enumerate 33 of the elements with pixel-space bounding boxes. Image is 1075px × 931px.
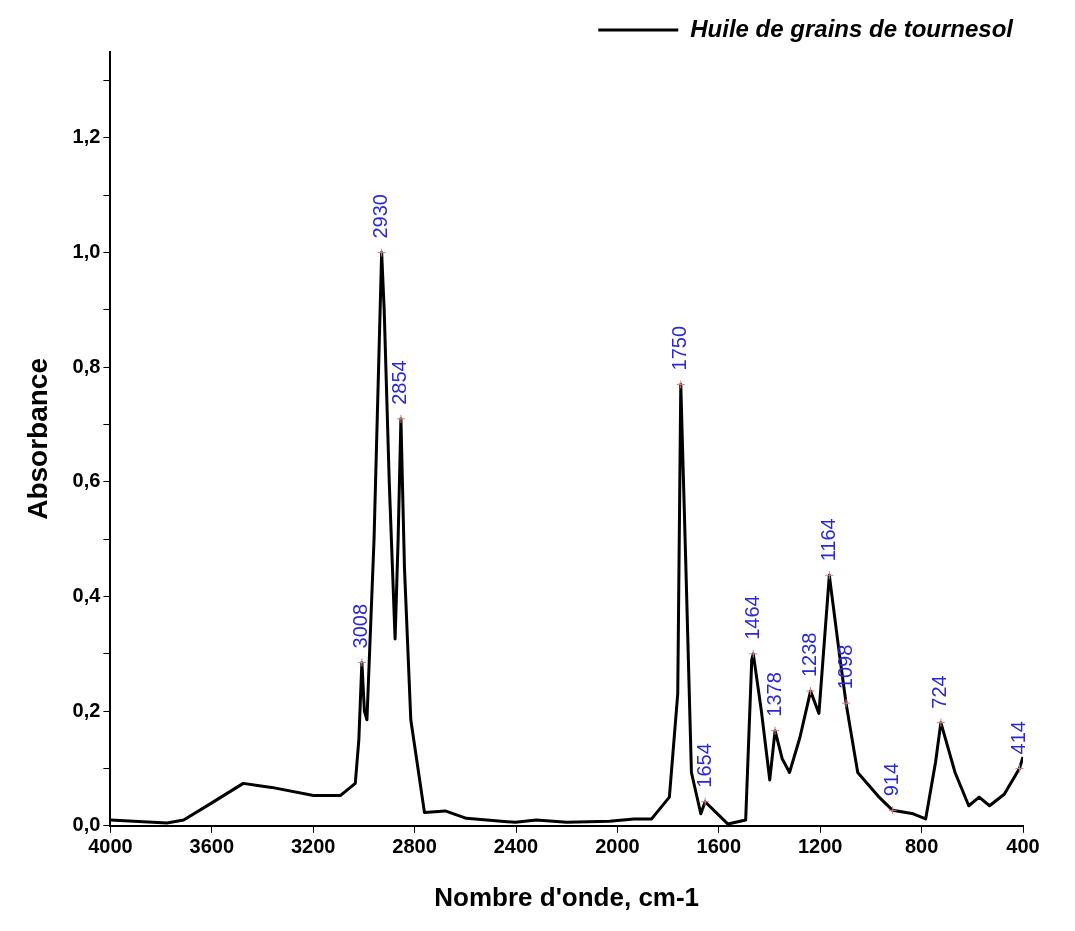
y-tick-label: 0,8 xyxy=(72,354,101,377)
annotation: 1750 xyxy=(668,325,691,371)
annotation: 1378 xyxy=(762,672,785,717)
x-tick-label: 2400 xyxy=(493,835,539,858)
annotation: 1164 xyxy=(816,518,839,562)
annotation: 2854 xyxy=(388,360,411,405)
x-tick-label: 3600 xyxy=(189,835,235,858)
x-axis-title: Nombre d'onde, cm-1 xyxy=(434,881,700,912)
x-tick-label: 1200 xyxy=(797,835,843,858)
annotation: 914 xyxy=(880,762,903,797)
annotation: 1098 xyxy=(833,644,856,690)
annotation: 724 xyxy=(928,675,951,709)
annotation: 414 xyxy=(1006,721,1029,755)
y-tick-label: 0,4 xyxy=(72,584,102,607)
y-axis-title: Absorbance xyxy=(21,357,53,520)
y-tick-label: 0,6 xyxy=(72,469,101,492)
x-tick-label: 4000 xyxy=(88,835,133,858)
y-tick-label: 0,2 xyxy=(72,698,101,721)
annotation: 3008 xyxy=(349,603,372,649)
x-tick-label: 1600 xyxy=(696,835,742,858)
x-tick-label: 400 xyxy=(1006,835,1040,858)
y-tick-label: 1,0 xyxy=(72,240,101,263)
x-tick-label: 2800 xyxy=(392,835,437,858)
x-tick-label: 3200 xyxy=(290,835,336,858)
annotation: 1464 xyxy=(740,595,763,640)
annotation: 2930 xyxy=(369,194,392,239)
annotation: 1654 xyxy=(692,743,715,788)
x-tick-label: 800 xyxy=(904,835,939,858)
annotation: 1238 xyxy=(798,632,821,678)
y-tick-label: 1,2 xyxy=(72,125,101,148)
y-tick-label: 0,0 xyxy=(72,813,101,836)
legend-label: Huile de grains de tournesol xyxy=(690,14,1015,42)
x-tick-label: 2000 xyxy=(595,835,640,858)
